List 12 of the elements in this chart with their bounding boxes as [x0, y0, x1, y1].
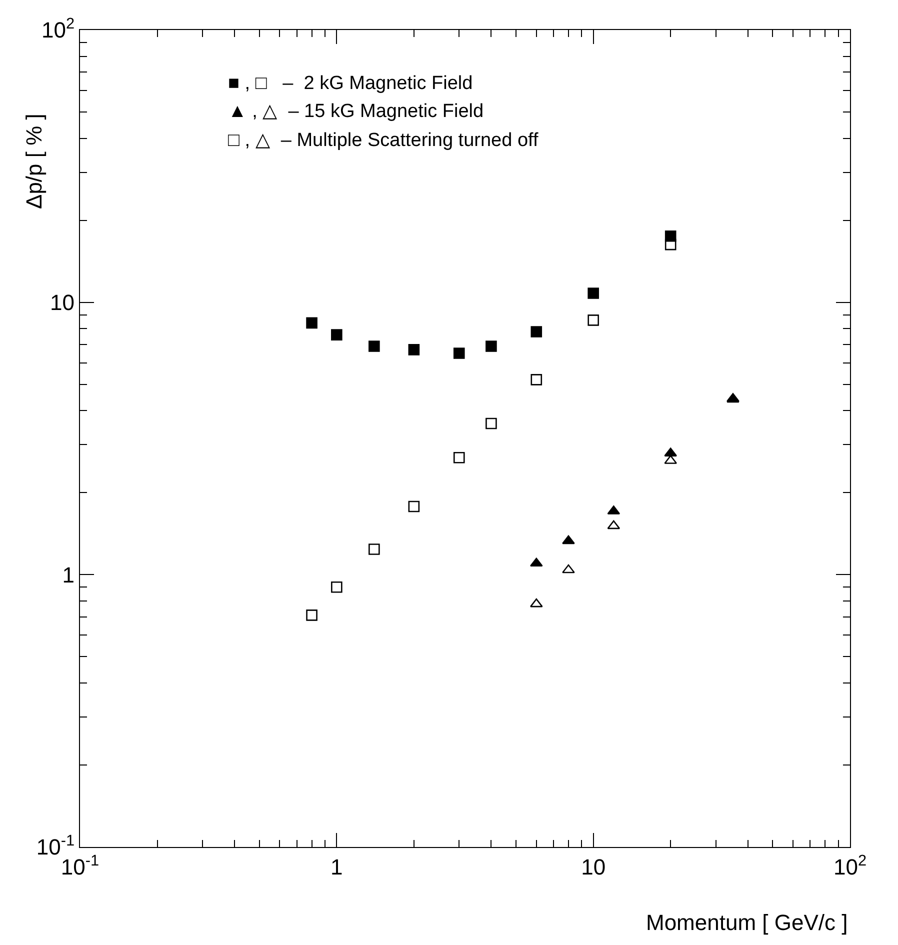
x-tick-label: 10$^{2}$	[833, 852, 867, 880]
annotation: □ , △ – Multiple Scattering turned off	[228, 130, 539, 151]
annotation: ▲ , △ – 15 kG Magnetic Field	[228, 101, 484, 122]
x-axis-title: Momentum [ GeV/c ]	[646, 910, 848, 935]
y-tick-label: 10	[50, 290, 74, 316]
y-tick-label: 10$^{2}$	[41, 15, 74, 43]
x-tick-label: 1	[330, 854, 343, 880]
y-axis-title: Δp/p [ % ]	[22, 114, 47, 209]
x-tick-label: 10	[581, 854, 606, 880]
y-tick-label: 10$^{-1}$	[36, 832, 74, 860]
y-tick-label: 1	[62, 562, 74, 588]
annotation: ■ , □ – 2 kG Magnetic Field	[228, 73, 473, 94]
